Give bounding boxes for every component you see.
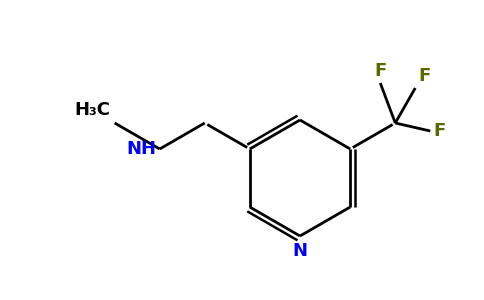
Text: N: N bbox=[292, 242, 307, 260]
Text: F: F bbox=[418, 67, 430, 85]
Text: F: F bbox=[433, 122, 445, 140]
Text: F: F bbox=[374, 62, 386, 80]
Text: H₃C: H₃C bbox=[75, 101, 111, 119]
Text: NH: NH bbox=[127, 140, 157, 158]
